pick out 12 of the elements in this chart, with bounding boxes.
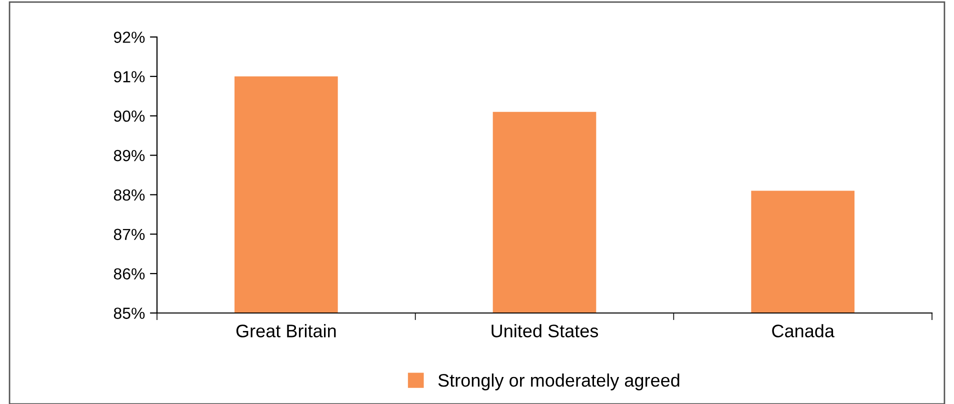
x-tick-label: Canada	[772, 324, 834, 338]
y-tick-label: 89%	[114, 150, 145, 162]
legend-label: Strongly or moderately agreed	[438, 374, 680, 390]
y-tick-label: 85%	[114, 308, 145, 319]
y-tick-label: 86%	[114, 268, 145, 280]
x-tick-label: Great Britain	[236, 324, 336, 338]
x-tick-label: United States	[492, 324, 598, 338]
y-tick-label: 88%	[114, 189, 145, 201]
y-tick-label: 92%	[114, 32, 145, 43]
y-tick-label: 90%	[114, 110, 145, 122]
y-tick-label: 91%	[114, 71, 145, 82]
y-tick-label: 87%	[114, 228, 145, 240]
